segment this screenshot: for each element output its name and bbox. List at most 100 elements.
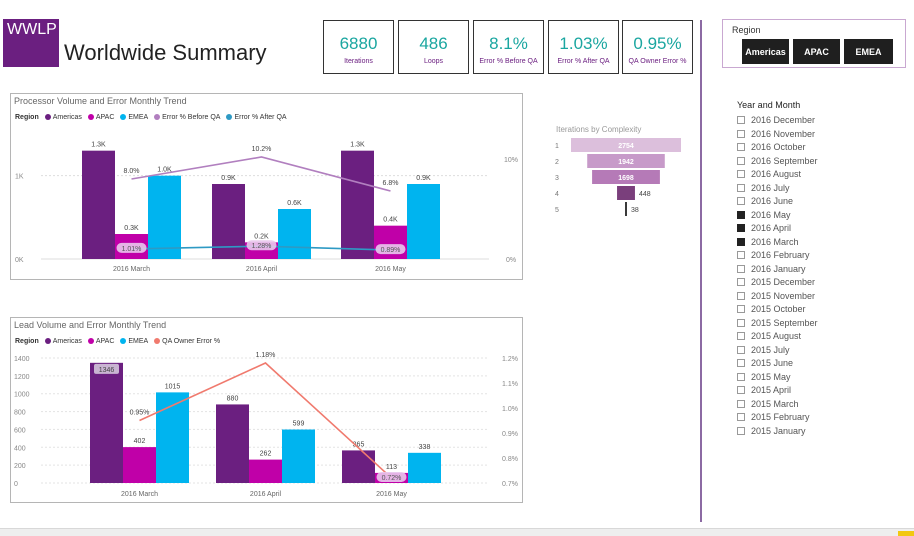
checkbox[interactable] — [737, 251, 745, 259]
date-slicer-item[interactable]: 2016 October — [737, 141, 806, 154]
date-slicer-item-label: 2016 January — [751, 263, 806, 274]
data-label: 0.2K — [254, 233, 269, 240]
data-label-bg — [94, 363, 119, 374]
funnel-value-label: 1698 — [618, 175, 634, 182]
kpi-card-loops[interactable]: 486 Loops — [398, 20, 469, 74]
checkbox[interactable] — [737, 305, 745, 313]
checkbox[interactable] — [737, 372, 745, 381]
y-right-tick-label: 0.8% — [502, 456, 518, 463]
checkbox[interactable] — [737, 332, 745, 340]
region-button-apac[interactable]: APAC — [793, 39, 840, 64]
checkbox[interactable] — [737, 264, 745, 273]
checkbox[interactable] — [737, 183, 745, 192]
checkbox[interactable] — [737, 345, 745, 354]
region-slicer: Region Americas APAC EMEA — [722, 19, 906, 68]
legend-item-emea[interactable]: EMEA — [120, 338, 148, 345]
date-slicer-item[interactable]: 2015 September — [737, 317, 818, 330]
date-slicer-item[interactable]: 2015 July — [737, 344, 790, 357]
checkbox[interactable] — [737, 116, 745, 124]
checkbox[interactable] — [737, 210, 745, 219]
legend-item-americas[interactable]: Americas — [44, 114, 82, 121]
date-slicer-title: Year and Month — [737, 100, 801, 110]
page-tabs-strip — [0, 528, 914, 536]
x-tick-label: 2016 April — [246, 266, 278, 273]
checkbox[interactable] — [737, 318, 745, 327]
kpi-card-iterations[interactable]: 6880 Iterations — [323, 20, 394, 74]
region-button-americas[interactable]: Americas — [742, 39, 789, 64]
funnel-bar — [625, 202, 627, 216]
date-slicer-item[interactable]: 2016 September — [737, 155, 818, 168]
kpi-card-error-before-qa[interactable]: 8.1% Error % Before QA — [473, 20, 544, 74]
date-slicer-item[interactable]: 2016 January — [737, 263, 806, 276]
date-slicer-item[interactable]: 2015 May — [737, 371, 791, 384]
date-slicer-item[interactable]: 2016 February — [737, 249, 810, 262]
checkbox[interactable] — [737, 237, 745, 246]
checkbox[interactable] — [737, 143, 745, 151]
funnel-category-label: 4 — [555, 191, 559, 198]
y-right-tick-label: 1.1% — [502, 381, 518, 388]
date-slicer-item[interactable]: 2016 August — [737, 168, 801, 181]
checkbox[interactable] — [737, 399, 745, 408]
kpi-card-error-after-qa[interactable]: 1.03% Error % After QA — [548, 20, 619, 74]
funnel-value-label: 38 — [631, 207, 639, 214]
legend-item-error-before-qa[interactable]: Error % Before QA — [154, 114, 220, 121]
y-right-tick-label: 10% — [504, 157, 518, 164]
date-slicer-item[interactable]: 2015 April — [737, 384, 791, 397]
processor-volume-chart-panel[interactable]: Processor Volume and Error Monthly Trend… — [10, 93, 523, 280]
date-slicer-item[interactable]: 2016 April — [737, 222, 791, 235]
kpi-card-qa-owner-error[interactable]: 0.95% QA Owner Error % — [622, 20, 693, 74]
legend-item-apac[interactable]: APAC — [87, 114, 114, 121]
date-slicer-item[interactable]: 2015 December — [737, 276, 815, 289]
date-slicer-item[interactable]: 2016 May — [737, 209, 791, 222]
data-label: 402 — [134, 438, 146, 445]
data-label-bg — [375, 244, 406, 255]
y-right-tick-label: 1.2% — [502, 356, 518, 363]
checkbox[interactable] — [737, 129, 745, 138]
date-slicer-item[interactable]: 2016 June — [737, 195, 793, 208]
date-slicer-item[interactable]: 2016 December — [737, 114, 815, 127]
data-label: 599 — [293, 421, 305, 428]
y-tick-label: 1400 — [14, 356, 30, 363]
checkbox[interactable] — [737, 170, 745, 178]
legend-title: Region — [15, 338, 39, 345]
checkbox[interactable] — [737, 278, 745, 286]
legend-item-qa-owner-error[interactable]: QA Owner Error % — [154, 338, 220, 345]
checkbox[interactable] — [737, 359, 745, 367]
checkbox[interactable] — [737, 197, 745, 205]
data-label: 0.3K — [124, 225, 139, 232]
lead-volume-chart-panel[interactable]: Lead Volume and Error Monthly Trend Regi… — [10, 317, 523, 503]
date-slicer-item[interactable]: 2015 February — [737, 411, 810, 424]
data-label-bg — [246, 240, 277, 251]
date-slicer-item[interactable]: 2015 October — [737, 303, 806, 316]
y-right-tick-label: 0.7% — [502, 481, 518, 488]
checkbox[interactable] — [737, 224, 745, 232]
legend-item-americas[interactable]: Americas — [44, 338, 82, 345]
y-tick-label: 600 — [14, 427, 26, 434]
date-slicer-item[interactable]: 2016 November — [737, 128, 815, 141]
legend-item-apac[interactable]: APAC — [87, 338, 114, 345]
date-slicer-item[interactable]: 2015 March — [737, 398, 799, 411]
date-slicer-item[interactable]: 2015 November — [737, 290, 815, 303]
iterations-by-complexity-funnel[interactable]: 1 2754 2 1942 3 1698 4 448 5 38 — [548, 134, 698, 224]
line-data-label: 0.89% — [381, 247, 401, 254]
checkbox[interactable] — [737, 413, 745, 421]
checkbox[interactable] — [737, 156, 745, 165]
y-tick-label: 1K — [15, 174, 24, 181]
date-slicer-item[interactable]: 2015 January — [737, 425, 806, 438]
date-slicer-item-label: 2015 November — [751, 290, 816, 301]
y-tick-label: 0 — [14, 481, 18, 488]
date-slicer-item[interactable]: 2016 March — [737, 236, 799, 249]
region-button-emea[interactable]: EMEA — [844, 39, 893, 64]
checkbox[interactable] — [737, 386, 745, 394]
date-slicer-item-label: 2016 February — [751, 250, 810, 260]
date-slicer-item[interactable]: 2015 August — [737, 330, 801, 343]
checkbox[interactable] — [737, 426, 745, 435]
page-title: Worldwide Summary — [64, 40, 267, 65]
date-slicer-item[interactable]: 2016 July — [737, 182, 790, 195]
funnel-value-label: 1942 — [618, 159, 634, 166]
legend-item-emea[interactable]: EMEA — [120, 114, 148, 121]
date-slicer-item[interactable]: 2015 June — [737, 357, 793, 370]
kpi-label: Loops — [423, 58, 444, 65]
checkbox[interactable] — [737, 291, 745, 300]
legend-item-error-after-qa[interactable]: Error % After QA — [226, 114, 287, 121]
